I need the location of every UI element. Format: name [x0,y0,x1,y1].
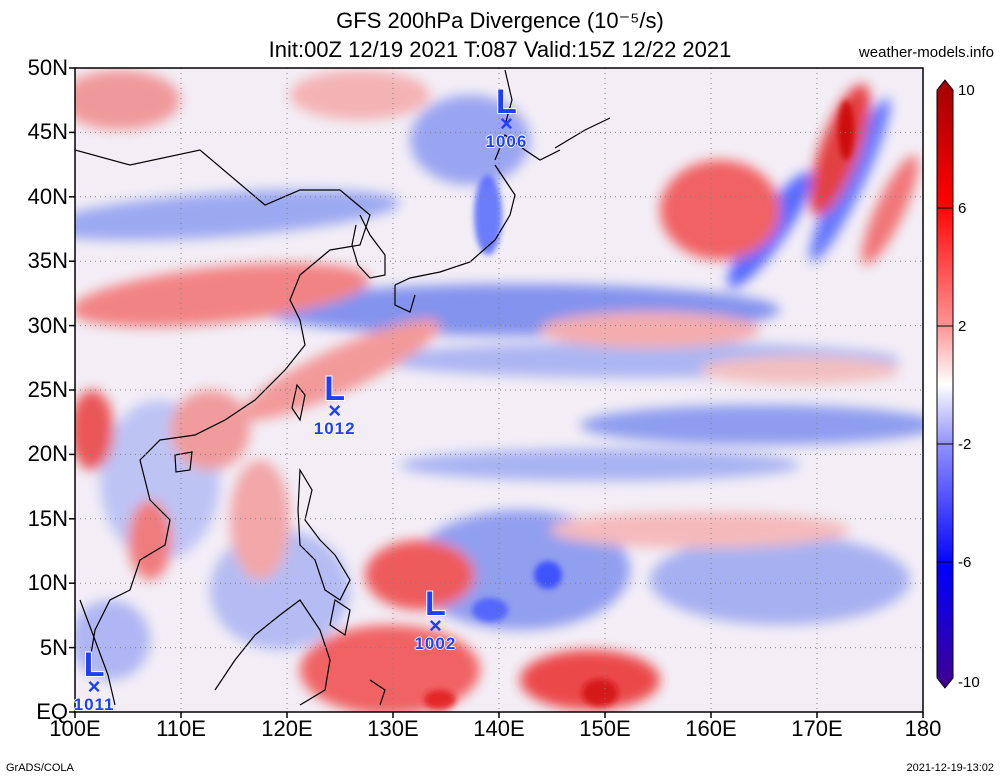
colorbar-label: -2 [958,436,972,453]
lon-label: 180 [904,716,942,741]
lon-label: 100E [49,716,101,741]
low-pressure-value: 1006 [485,131,528,151]
lon-label: 150E [579,716,631,741]
lon-label: 170E [791,716,843,741]
low-letter: L [323,370,346,409]
low-center-icon: × [87,673,101,699]
lat-label: 45N [27,119,68,145]
low-pressure-value: 1012 [313,419,356,439]
lon-label: 120E [261,716,313,741]
chart-title: GFS 200hPa Divergence (10⁻⁵/s) [336,8,664,33]
low-marker: L × 1011 [64,645,124,714]
footer-left: GrADS/COLA [6,762,74,774]
colorbar-label: 2 [958,318,967,335]
low-marker: L × 1006 [476,82,536,151]
low-letter: L [424,585,447,624]
low-pressure-value: 1011 [73,694,115,714]
divergence-field [75,68,923,712]
lat-label: 15N [27,505,68,531]
chart-subtitle: Init:00Z 12/19 2021 T:087 Valid:15Z 12/2… [268,37,732,62]
lon-label: 140E [473,716,525,741]
colorbar-label: -6 [958,554,972,571]
low-center-icon: × [499,110,513,136]
lat-label: 40N [27,183,68,209]
lat-label: 30N [27,312,68,338]
lat-label: EQ [36,699,68,724]
site-label: weather-models.info [858,44,994,61]
low-center-icon: × [428,613,442,639]
low-marker: L × 1012 [305,370,365,439]
low-pressure-value: 1002 [414,634,457,654]
lat-label: 10N [27,570,68,596]
colorbar-label: -10 [958,674,980,691]
colorbar-label: 6 [958,200,967,217]
footer-right: 2021-12-19-13:02 [906,762,994,774]
low-center-icon: × [328,398,342,424]
colorbar [936,79,954,689]
lat-label: 25N [27,377,68,402]
lon-label: 160E [685,716,737,741]
low-letter: L [83,645,106,684]
lat-label: 50N [27,55,68,80]
low-letter: L [495,82,518,121]
low-marker: L × 1002 [405,585,465,654]
lat-label: 20N [27,441,68,467]
colorbar-label: 10 [958,82,975,99]
lat-label: 5N [39,634,68,660]
lon-label: 130E [367,716,419,741]
lat-label: 35N [27,248,68,274]
lon-label: 110E [156,716,206,741]
axis-ticks [69,67,924,718]
coastlines [75,69,611,706]
